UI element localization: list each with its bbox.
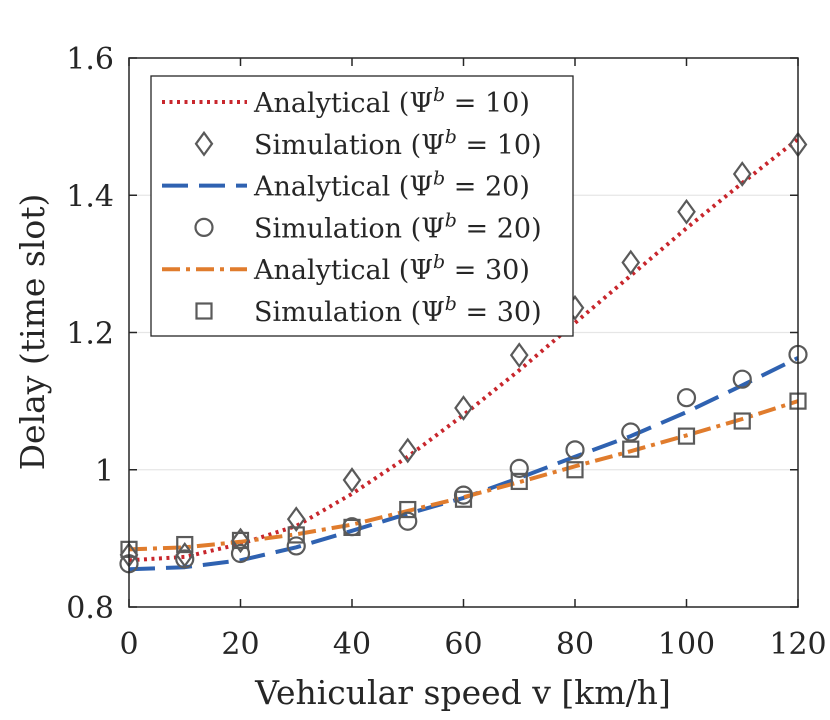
data-point-circle	[509, 458, 529, 478]
data-point-square	[566, 461, 584, 479]
data-point-square	[231, 531, 250, 550]
legend-label-superscript: b	[433, 84, 445, 106]
legend-entry-label: Analytical (Ψb = 10)	[253, 84, 530, 119]
legend-entry-label: Simulation (Ψb = 30)	[254, 293, 542, 328]
series-line-dashdot	[128, 399, 799, 552]
legend-entry-label: Simulation (Ψb = 20)	[254, 209, 542, 244]
legend-label-suffix: = 10)	[445, 88, 530, 119]
legend-label-superscript: b	[445, 126, 457, 148]
data-point-square	[510, 472, 528, 491]
legend-label-prefix: Simulation (Ψ	[254, 130, 445, 161]
x-axis-label: Vehicular speed v [km/h]	[254, 673, 671, 712]
data-point-diamond	[677, 198, 696, 225]
legend-label-suffix: = 20)	[445, 172, 530, 203]
series-6	[120, 392, 807, 558]
y-tick-label: 1.4	[66, 179, 114, 214]
data-point-circle	[398, 511, 418, 531]
data-point-square	[733, 412, 751, 430]
series-5	[128, 399, 799, 552]
data-point-diamond	[286, 506, 306, 533]
series-3	[128, 356, 799, 572]
legend-entry-label: Analytical (Ψb = 20)	[253, 168, 530, 203]
y-tick-label: 1	[95, 454, 114, 489]
legend-label-prefix: Simulation (Ψ	[254, 297, 445, 328]
data-point-square	[287, 526, 305, 544]
legend-marker-circle	[194, 217, 214, 237]
x-tick-label: 60	[444, 627, 482, 662]
data-point-diamond	[398, 437, 418, 464]
legend-entry-label: Simulation (Ψb = 10)	[254, 126, 542, 161]
data-point-square	[622, 440, 640, 458]
y-tick-label: 1.6	[66, 42, 114, 77]
data-point-square	[454, 490, 473, 508]
legend-label-prefix: Simulation (Ψ	[254, 213, 445, 244]
data-point-square	[399, 500, 417, 519]
data-point-diamond	[231, 527, 250, 554]
data-point-circle	[286, 536, 306, 556]
legend-label-suffix: = 30)	[445, 255, 530, 286]
data-point-square	[343, 518, 361, 536]
data-point-circle	[621, 422, 641, 442]
data-point-diamond	[342, 467, 362, 493]
data-point-circle	[230, 543, 251, 564]
legend-label-superscript: b	[433, 251, 445, 273]
x-tick-label: 100	[658, 627, 715, 662]
legend-label-prefix: Analytical (Ψ	[253, 172, 433, 203]
data-point-circle	[732, 369, 752, 389]
y-tick-label: 1.2	[66, 317, 114, 352]
data-point-square	[677, 427, 696, 445]
legend-label-superscript: b	[445, 293, 457, 315]
legend-label-suffix: = 30)	[457, 297, 542, 328]
legend-label-prefix: Analytical (Ψ	[253, 255, 433, 286]
legend-label-suffix: = 10)	[457, 130, 542, 161]
series-line-dashed	[128, 356, 799, 572]
legend-label-superscript: b	[433, 168, 445, 190]
data-point-diamond	[621, 249, 641, 276]
legend-box	[150, 75, 574, 337]
x-tick-label: 80	[556, 627, 594, 662]
legend-entry-label: Analytical (Ψb = 30)	[253, 251, 530, 286]
data-point-circle	[175, 549, 195, 569]
data-point-diamond	[454, 395, 473, 421]
x-tick-label: 0	[119, 627, 138, 662]
data-point-square	[176, 535, 194, 554]
data-point-diamond	[509, 342, 529, 369]
legend-marker-square	[195, 302, 213, 320]
legend-label-superscript: b	[445, 209, 457, 231]
legend: Analytical (Ψb = 10)Simulation (Ψb = 10)…	[150, 75, 574, 337]
series-4	[119, 344, 808, 574]
tick-layer: 0.8 1 1.2 1.4 1.6 0 20 40 60 80 100 120	[66, 42, 826, 662]
data-point-circle	[676, 388, 697, 408]
x-tick-label: 20	[221, 627, 259, 662]
y-axis-label: Delay (time slot)	[13, 194, 52, 471]
legend-marker-diamond	[194, 130, 214, 157]
y-tick-label: 0.8	[66, 591, 114, 626]
legend-label-prefix: Analytical (Ψ	[253, 88, 433, 119]
x-tick-label: 120	[769, 627, 826, 662]
data-point-circle	[565, 440, 585, 460]
legend-label-suffix: = 20)	[457, 213, 542, 244]
data-point-diamond	[732, 161, 752, 187]
x-tick-label: 40	[333, 627, 371, 662]
